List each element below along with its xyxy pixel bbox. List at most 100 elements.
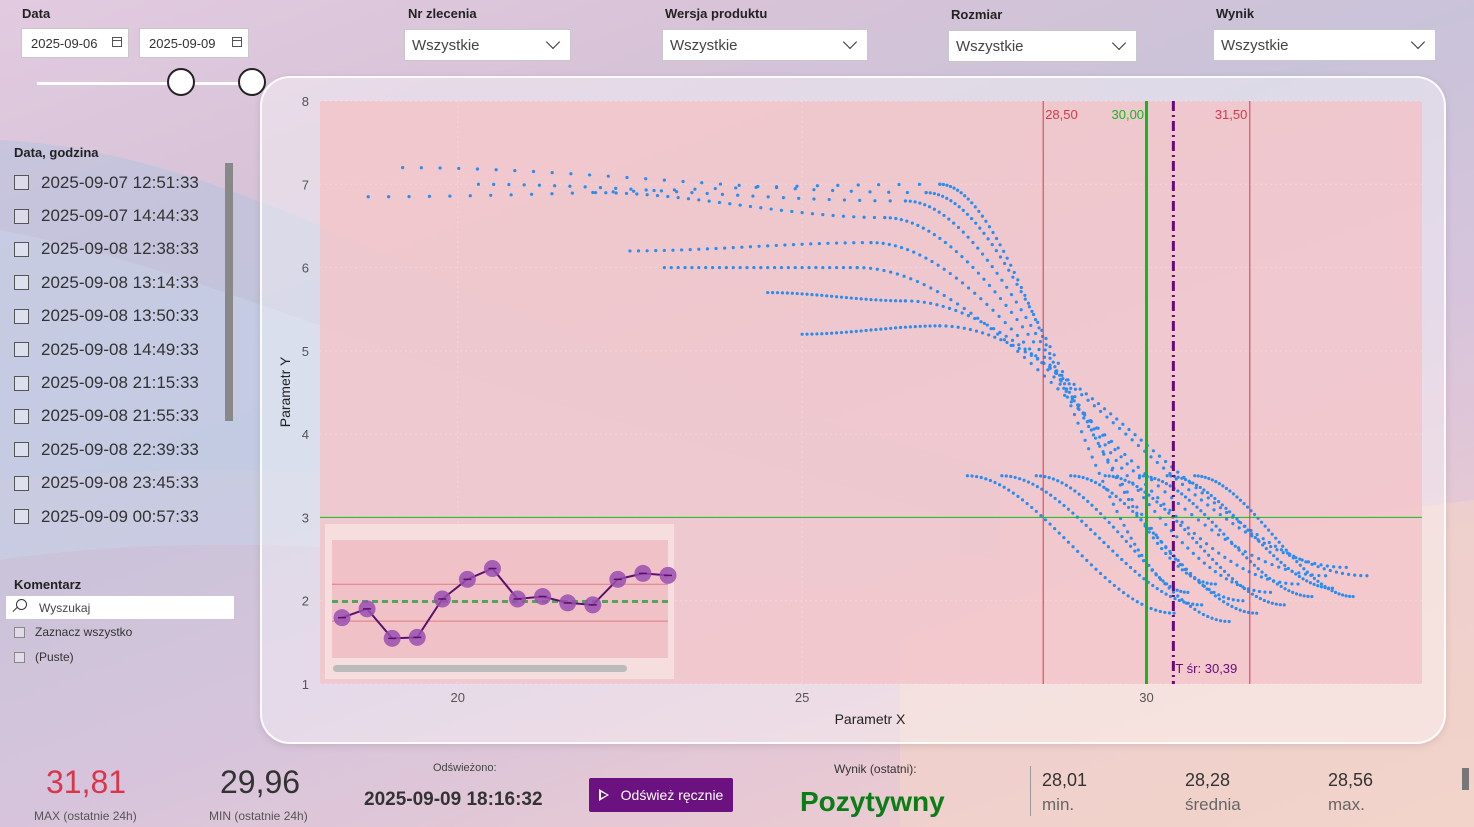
data-point	[1009, 327, 1013, 331]
data-point	[1056, 479, 1060, 483]
item-checkbox[interactable]	[14, 408, 29, 424]
data-point	[1019, 290, 1023, 294]
data-point	[1062, 536, 1066, 540]
result-dropdown[interactable]: Wszystkie	[1213, 29, 1436, 61]
data-point	[862, 266, 866, 270]
datetime-list-item[interactable]: 2025-09-08 21:55:33	[14, 400, 224, 433]
item-checkbox[interactable]	[14, 475, 29, 491]
data-point	[1306, 560, 1311, 564]
select-all-checkbox[interactable]	[14, 626, 25, 638]
datetime-list-item[interactable]: 2025-09-09 00:57:33	[14, 500, 224, 533]
data-point	[1182, 590, 1186, 594]
datetime-list-item[interactable]: 2025-09-08 21:15:33	[14, 366, 224, 399]
data-point	[1012, 270, 1016, 275]
comment-search-input[interactable]: Wyszukaj	[6, 596, 234, 619]
data-point	[1228, 489, 1232, 493]
item-checkbox[interactable]	[14, 342, 29, 358]
data-point	[1010, 338, 1015, 343]
item-checkbox[interactable]	[14, 375, 29, 391]
slider-end-handle[interactable]	[238, 68, 266, 96]
page-scrollbar[interactable]	[1462, 768, 1469, 790]
refresh-button[interactable]: Odśwież ręcznie	[589, 778, 733, 812]
data-point	[910, 299, 914, 303]
data-point	[700, 181, 704, 185]
empty-option[interactable]: (Puste)	[14, 650, 74, 664]
version-filter-label: Wersja produktu	[665, 6, 768, 21]
data-point	[1023, 293, 1027, 297]
data-point	[1078, 387, 1082, 391]
data-point	[1245, 556, 1249, 560]
data-point	[834, 265, 839, 270]
calendar-icon[interactable]	[112, 37, 122, 47]
version-dropdown[interactable]: Wszystkie	[662, 29, 868, 61]
data-point	[1288, 552, 1292, 556]
size-dropdown[interactable]: Wszystkie	[948, 30, 1137, 62]
item-checkbox[interactable]	[14, 241, 29, 257]
datetime-list-item[interactable]: 2025-09-08 23:45:33	[14, 467, 224, 500]
stat-value: 28,01	[1042, 770, 1088, 790]
item-checkbox[interactable]	[14, 509, 29, 525]
data-point	[1023, 297, 1027, 301]
order-dropdown[interactable]: Wszystkie	[404, 29, 571, 61]
date-to-input[interactable]: 2025-09-09	[139, 28, 249, 58]
data-point	[938, 324, 942, 328]
data-point	[1133, 569, 1137, 574]
data-point	[1224, 517, 1229, 521]
data-point	[917, 182, 922, 186]
data-point	[1209, 493, 1213, 498]
calendar-icon[interactable]	[232, 37, 242, 47]
data-point	[810, 332, 814, 336]
data-point	[1344, 594, 1348, 598]
data-point	[1283, 587, 1287, 591]
data-point	[927, 229, 931, 233]
data-point	[812, 188, 816, 192]
item-checkbox[interactable]	[14, 275, 29, 291]
item-checkbox[interactable]	[14, 208, 29, 224]
datetime-list-item[interactable]: 2025-09-07 12:51:33	[14, 166, 224, 199]
data-point	[1127, 427, 1131, 432]
data-point	[1290, 582, 1294, 586]
empty-checkbox[interactable]	[14, 651, 25, 663]
data-point	[790, 291, 794, 295]
slider-start-handle[interactable]	[167, 68, 195, 96]
datetime-list-item[interactable]: 2025-09-08 22:39:33	[14, 433, 224, 466]
data-point	[1016, 278, 1020, 282]
data-point	[860, 241, 864, 245]
data-point	[966, 197, 970, 201]
inset-scrollbar[interactable]	[333, 665, 627, 672]
data-point	[807, 265, 811, 270]
data-point	[1069, 404, 1073, 408]
datetime-list-item[interactable]: 2025-09-08 12:38:33	[14, 233, 224, 266]
datetime-list-item[interactable]: 2025-09-07 14:44:33	[14, 199, 224, 232]
list-scrollbar[interactable]	[225, 163, 233, 421]
data-point	[1028, 347, 1032, 351]
datetime-list-item[interactable]: 2025-09-08 13:50:33	[14, 300, 224, 333]
item-checkbox[interactable]	[14, 175, 29, 191]
data-point	[889, 270, 893, 274]
data-point	[1242, 586, 1247, 591]
data-point	[1281, 551, 1285, 555]
date-range-slider[interactable]	[37, 82, 252, 85]
data-point	[366, 195, 370, 199]
size-filter-label: Rozmiar	[951, 7, 1003, 22]
data-point	[1105, 415, 1109, 419]
datetime-list-item[interactable]: 2025-09-08 13:14:33	[14, 266, 224, 299]
date-from-input[interactable]: 2025-09-06	[21, 28, 129, 58]
stat-value: 28,28	[1185, 770, 1231, 790]
item-checkbox[interactable]	[14, 442, 29, 458]
select-all-option[interactable]: Zaznacz wszystko	[14, 625, 132, 639]
data-point	[1120, 482, 1124, 486]
data-point	[731, 246, 735, 250]
datetime-list-item[interactable]: 2025-09-08 14:49:33	[14, 333, 224, 366]
data-point	[1000, 474, 1004, 478]
data-point	[1123, 478, 1127, 482]
data-point	[913, 324, 917, 329]
data-point	[1312, 582, 1316, 586]
item-checkbox[interactable]	[14, 308, 29, 324]
data-point	[1060, 373, 1064, 378]
data-point	[1208, 565, 1212, 570]
data-point	[1011, 491, 1015, 495]
data-point	[513, 168, 517, 173]
data-point	[1162, 502, 1166, 506]
data-point	[568, 184, 572, 188]
